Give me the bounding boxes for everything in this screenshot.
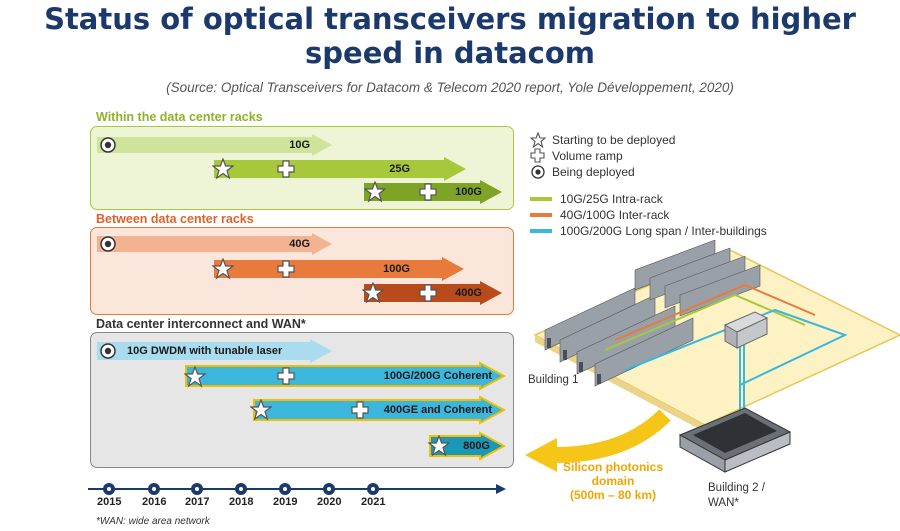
title-line-1: Status of optical transceivers migration… (44, 2, 856, 36)
legend-line-long-span: 100G/200G Long span / Inter-buildings (530, 224, 767, 238)
arrow-label-800g: 800G (463, 440, 490, 452)
arrow-label-100g-intra: 100G (455, 186, 482, 198)
arrow-label-10g: 10G (289, 139, 310, 151)
legend-line-intra-rack: 10G/25G Intra-rack (530, 192, 663, 206)
cross-icon (530, 148, 545, 163)
timeline-year: 2017 (185, 496, 210, 508)
legend-line-label-inter-rack: 40G/100G Inter-rack (560, 208, 670, 222)
star-icon (212, 158, 234, 180)
timeline-year: 2015 (97, 496, 122, 508)
arrow-label-400g-inter: 400G (455, 287, 482, 299)
star-icon (250, 399, 272, 421)
cross-icon (351, 401, 369, 419)
timeline-year: 2021 (361, 496, 386, 508)
section-label-intra-rack: Within the data center racks (96, 110, 263, 124)
silicon-line-2: domain (591, 474, 635, 488)
legend-label-starting: Starting to be deployed (552, 133, 676, 147)
section-label-dci-wan: Data center interconnect and WAN* (96, 317, 306, 331)
arrow-label-100g-200g-coherent: 100G/200G Coherent (383, 370, 492, 382)
legend-label-being-deployed: Being deployed (552, 165, 635, 179)
arrow-100g-200g-coherent: 100G/200G Coherent (185, 361, 507, 391)
silicon-photonics-label: Silicon photonics domain (500m – 80 km) (548, 460, 678, 502)
footnote: *WAN: wide area network (96, 516, 210, 527)
star-icon (428, 435, 450, 457)
dot-icon (100, 343, 116, 359)
arrow-10g: 10G (97, 134, 332, 156)
star-icon (530, 132, 547, 148)
datacenter-illustration (525, 240, 900, 473)
cross-icon (277, 160, 295, 178)
timeline-year: 2019 (273, 496, 298, 508)
section-label-inter-rack: Between data center racks (96, 212, 254, 226)
arrow-40g: 40G (97, 233, 332, 255)
arrow-label-40g: 40G (289, 238, 310, 250)
arrow-label-400ge-coherent: 400GE and Coherent (383, 404, 492, 416)
silicon-line-1: Silicon photonics (562, 460, 663, 474)
building-2-line-1: Building 2 / (708, 482, 765, 494)
arrow-label-10g-dwdm: 10G DWDM with tunable laser (127, 345, 283, 357)
legend-item-being-deployed: Being deployed (530, 164, 635, 180)
dot-icon (100, 236, 116, 252)
dot-icon (531, 165, 545, 179)
legend-line-inter-rack: 40G/100G Inter-rack (530, 208, 669, 222)
legend-swatch-intra-rack (530, 197, 552, 201)
arrow-label-100g-inter: 100G (383, 263, 410, 275)
building-2-line-2: WAN* (708, 497, 739, 509)
page-title: Status of optical transceivers migration… (0, 2, 900, 70)
timeline-axis (88, 483, 506, 495)
arrow-400ge-coherent: 400GE and Coherent (253, 395, 507, 425)
legend-line-label-long-span: 100G/200G Long span / Inter-buildings (560, 224, 767, 238)
source-note: (Source: Optical Transceivers for Dataco… (166, 80, 734, 95)
star-icon (184, 366, 206, 388)
star-icon (362, 282, 384, 304)
timeline-year: 2020 (317, 496, 342, 508)
legend-line-label-intra-rack: 10G/25G Intra-rack (560, 192, 663, 206)
timeline-year: 2018 (229, 496, 254, 508)
legend-swatch-long-span (530, 229, 552, 233)
cross-icon (277, 260, 295, 278)
cross-icon (419, 284, 437, 302)
legend-item-volume-ramp: Volume ramp (530, 148, 623, 164)
building-2-label: Building 2 / WAN* (708, 481, 765, 511)
timeline-year: 2016 (142, 496, 167, 508)
dot-icon (100, 137, 116, 153)
title-line-2: speed in datacom (305, 36, 595, 70)
arrow-25g: 25G (214, 157, 466, 181)
cross-icon (277, 367, 295, 385)
legend-swatch-inter-rack (530, 213, 552, 217)
legend-item-starting: Starting to be deployed (530, 132, 675, 148)
arrow-label-25g: 25G (389, 163, 410, 175)
building-1-label: Building 1 (528, 374, 579, 386)
arrow-100g-inter: 100G (214, 257, 464, 281)
star-icon (364, 181, 386, 203)
arrow-800g: 800G (429, 431, 507, 461)
arrow-10g-dwdm: 10G DWDM with tunable laser (97, 339, 332, 363)
legend-label-volume-ramp: Volume ramp (552, 149, 623, 163)
cross-icon (419, 183, 437, 201)
silicon-line-3: (500m – 80 km) (569, 488, 657, 502)
star-icon (212, 258, 234, 280)
